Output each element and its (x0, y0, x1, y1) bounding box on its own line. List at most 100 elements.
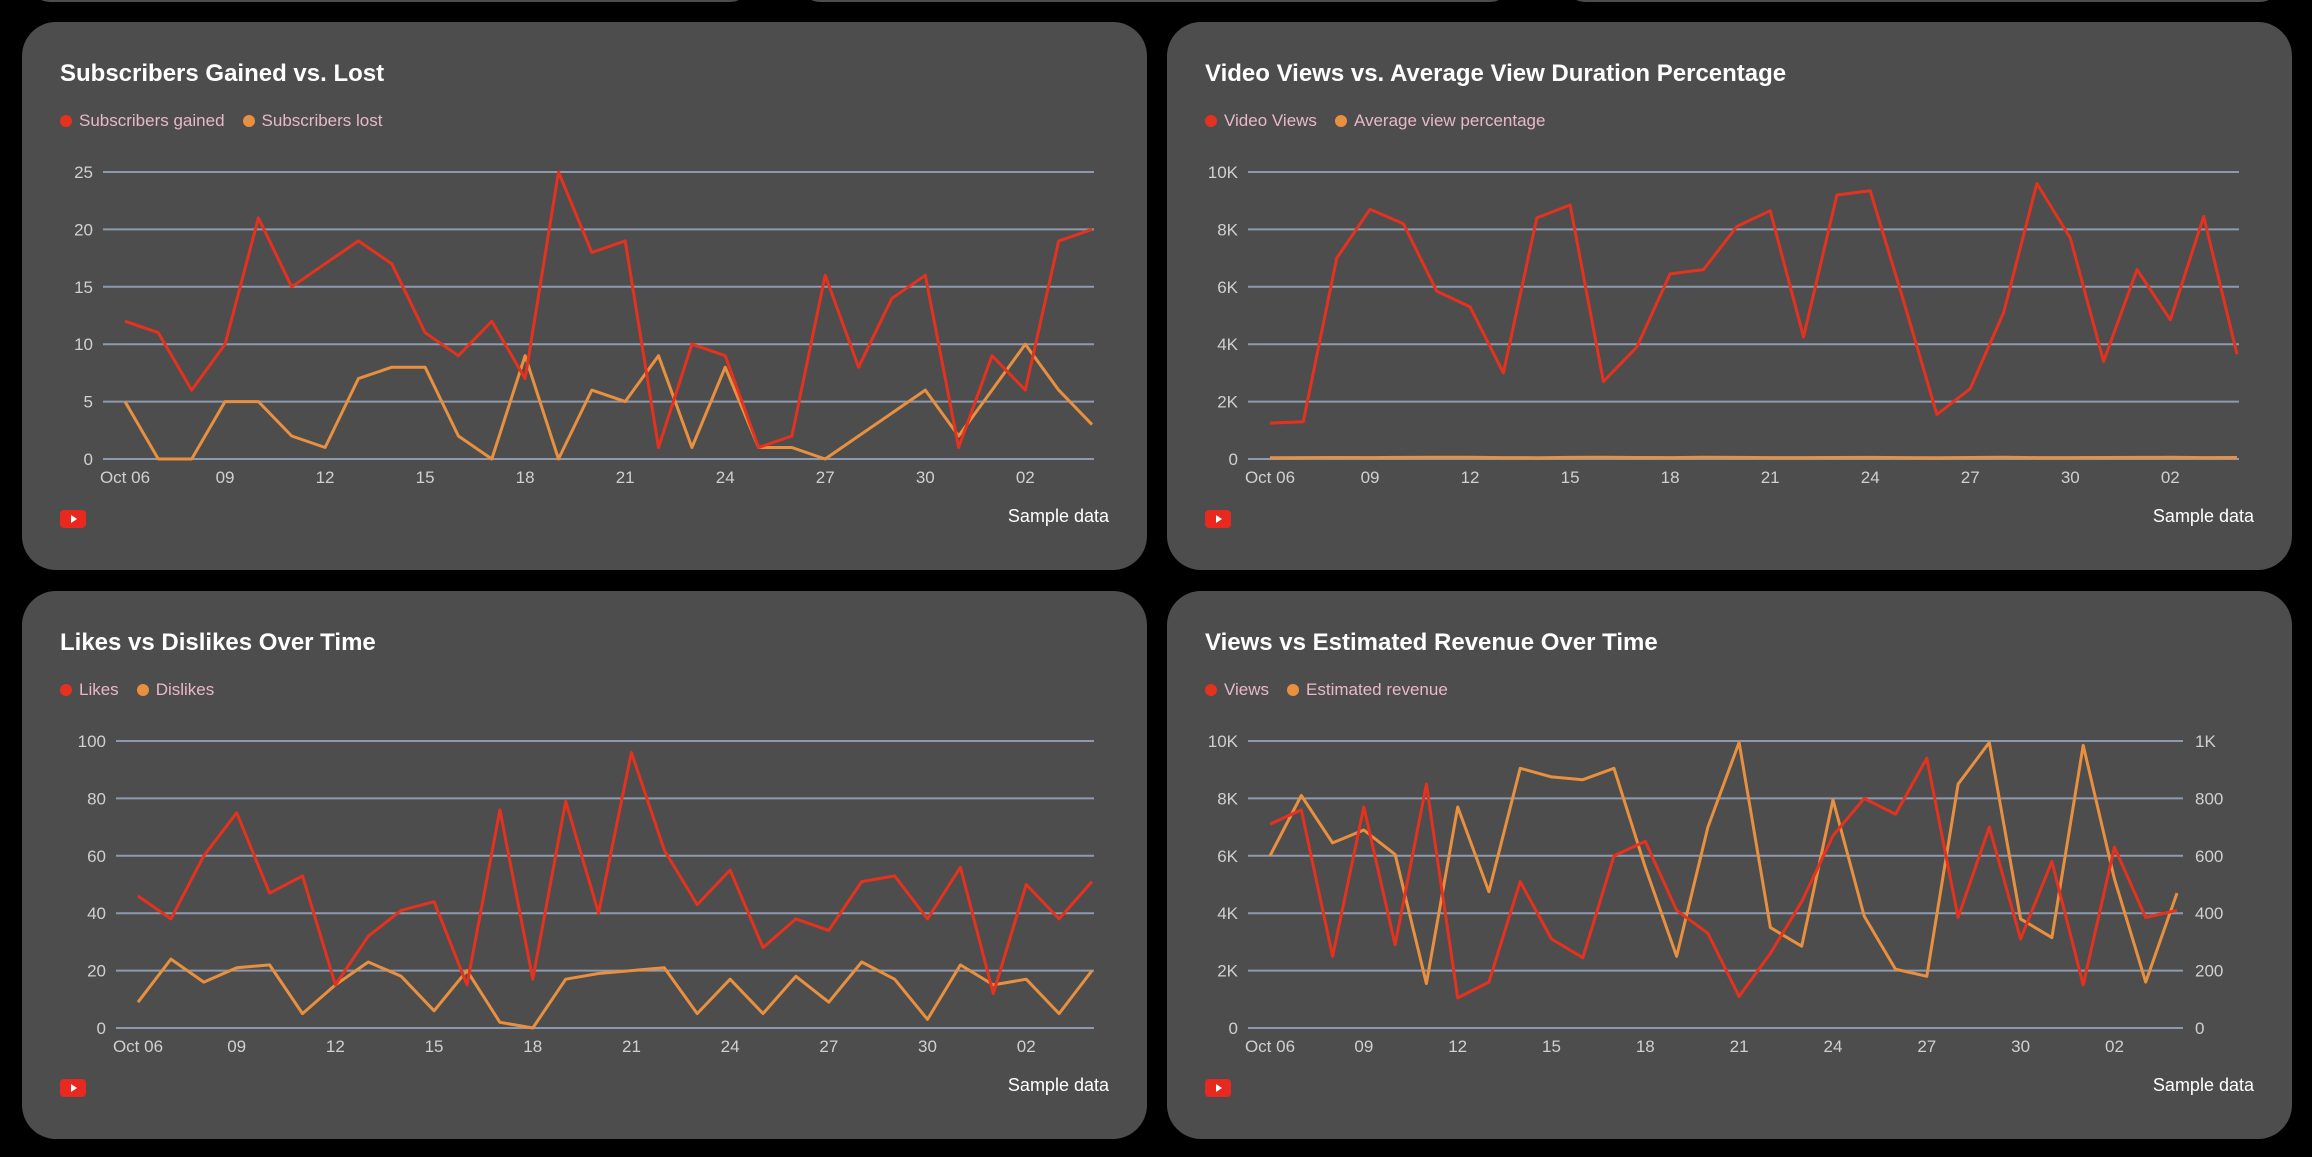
y-tick-label: 4K (1217, 904, 1238, 923)
y-tick-label: 10K (1208, 163, 1239, 182)
legend-item[interactable]: Subscribers lost (242, 111, 383, 131)
legend-item[interactable]: Subscribers gained (60, 111, 225, 131)
x-tick-label: 30 (2011, 1037, 2030, 1056)
x-tick-label: Oct 06 (1245, 1037, 1295, 1056)
y-tick-label: 60 (87, 847, 106, 866)
x-tick-label: Oct 06 (100, 468, 150, 487)
y-tick-label: 8K (1217, 789, 1238, 808)
x-tick-label: 15 (1542, 1037, 1561, 1056)
x-tick-label: 27 (819, 1037, 838, 1056)
y-tick-label: 25 (74, 163, 93, 182)
youtube-icon (1205, 510, 1231, 528)
chart-card: Views vs Estimated Revenue Over Time Vie… (1167, 591, 2292, 1139)
legend-label: Estimated revenue (1306, 680, 1448, 699)
chart-legend: Views Estimated revenue (1205, 680, 1448, 700)
chart-card: Video Views vs. Average View Duration Pe… (1167, 22, 2292, 570)
legend-label: Dislikes (155, 680, 215, 699)
legend-label: Views (1224, 680, 1270, 699)
legend-label: Subscribers lost (261, 111, 383, 130)
chart-legend: Likes Dislikes (60, 680, 214, 700)
series-line-1 (124, 170, 1093, 449)
partial-card-top-2 (800, 0, 1510, 2)
y-tick-label: 100 (78, 732, 106, 751)
legend-label: Average view percentage (1353, 111, 1546, 130)
x-tick-label: 21 (616, 468, 635, 487)
x-tick-label: 02 (2161, 468, 2180, 487)
x-tick-label: 24 (721, 1037, 740, 1056)
x-tick-label: 24 (1824, 1037, 1843, 1056)
legend-dot-icon (1334, 115, 1347, 127)
x-tick-label: Oct 06 (1245, 468, 1295, 487)
series-line-1 (1269, 182, 2239, 425)
x-tick-label: 18 (523, 1037, 542, 1056)
y-tick-label: 2K (1217, 962, 1238, 981)
y-tick-label: 15 (74, 278, 93, 297)
x-tick-label: 30 (918, 1037, 937, 1056)
legend-dot-icon (136, 684, 149, 696)
x-tick-label: 18 (1661, 468, 1680, 487)
legend-item[interactable]: Views (1205, 680, 1269, 700)
youtube-icon (60, 510, 86, 528)
x-tick-label: 02 (1017, 1037, 1036, 1056)
youtube-icon (60, 1079, 86, 1097)
x-tick-label: 21 (1761, 468, 1780, 487)
y-tick-label: 0 (84, 450, 93, 469)
y-tick-label: 6K (1217, 278, 1238, 297)
youtube-icon (1205, 1079, 1231, 1097)
chart-title: Subscribers Gained vs. Lost (60, 60, 385, 87)
y2-tick-label: 800 (2195, 789, 2223, 808)
chart-legend: Video Views Average view percentage (1205, 111, 1545, 131)
series-line-1 (1269, 756, 2178, 1000)
series-line-2 (136, 957, 1094, 1030)
y-tick-label: 20 (87, 962, 106, 981)
x-tick-label: 30 (2061, 468, 2080, 487)
legend-item[interactable]: Dislikes (136, 680, 215, 700)
y2-tick-label: 400 (2195, 904, 2223, 923)
y-tick-label: 40 (87, 904, 106, 923)
legend-label: Subscribers gained (79, 111, 225, 130)
y-tick-label: 80 (87, 789, 106, 808)
y2-tick-label: 1K (2195, 732, 2216, 751)
x-tick-label: 30 (916, 468, 935, 487)
y2-tick-label: 0 (2195, 1019, 2204, 1038)
y-tick-label: 20 (74, 220, 93, 239)
legend-label: Video Views (1224, 111, 1317, 130)
x-tick-label: 24 (716, 468, 735, 487)
sample-data-label: Sample data (1007, 1075, 1109, 1095)
chart-card: Subscribers Gained vs. Lost Subscribers … (22, 22, 1147, 570)
legend-item[interactable]: Video Views (1205, 111, 1317, 131)
x-tick-label: 12 (316, 468, 335, 487)
x-tick-label: 15 (416, 468, 435, 487)
legend-item[interactable]: Estimated revenue (1287, 680, 1448, 700)
y-tick-label: 0 (1229, 450, 1238, 469)
x-tick-label: 27 (1917, 1037, 1936, 1056)
chart-legend: Subscribers gained Subscribers lost (60, 111, 382, 131)
legend-dot-icon (1205, 115, 1217, 127)
y-tick-label: 0 (1229, 1019, 1238, 1038)
sample-data-label: Sample data (2152, 1075, 2254, 1095)
y2-tick-label: 200 (2195, 962, 2223, 981)
legend-dot-icon (60, 115, 72, 127)
x-tick-label: 09 (227, 1037, 246, 1056)
chart-card: Likes vs Dislikes Over Time Likes Dislik… (22, 591, 1147, 1139)
x-tick-label: 15 (425, 1037, 444, 1056)
y2-tick-label: 600 (2195, 847, 2223, 866)
y-tick-label: 10 (74, 335, 93, 354)
series-line-1 (137, 751, 1094, 996)
partial-card-top-3 (1565, 0, 2280, 2)
chart-title: Video Views vs. Average View Duration Pe… (1205, 60, 1787, 87)
legend-item[interactable]: Likes (60, 680, 119, 700)
line-chart: 0 20 40 60 80 100 Oct 06 09 12 15 18 21 24 27 30 02 (78, 732, 1094, 1056)
x-tick-label: 27 (1961, 468, 1980, 487)
legend-dot-icon (60, 684, 72, 696)
legend-item[interactable]: Average view percentage (1334, 111, 1546, 131)
line-chart: 0 2K 4K 6K 8K 10K Oct 06 09 12 15 18 21 24 27 30 02 (1208, 163, 2239, 487)
x-tick-label: 12 (1461, 468, 1480, 487)
partial-card-top-1 (30, 0, 750, 2)
series-line-2 (123, 342, 1094, 461)
legend-label: Likes (79, 680, 119, 699)
x-tick-label: 21 (622, 1037, 641, 1056)
chart-title: Likes vs Dislikes Over Time (60, 629, 376, 656)
y-tick-label: 8K (1217, 220, 1238, 239)
x-tick-label: 27 (816, 468, 835, 487)
